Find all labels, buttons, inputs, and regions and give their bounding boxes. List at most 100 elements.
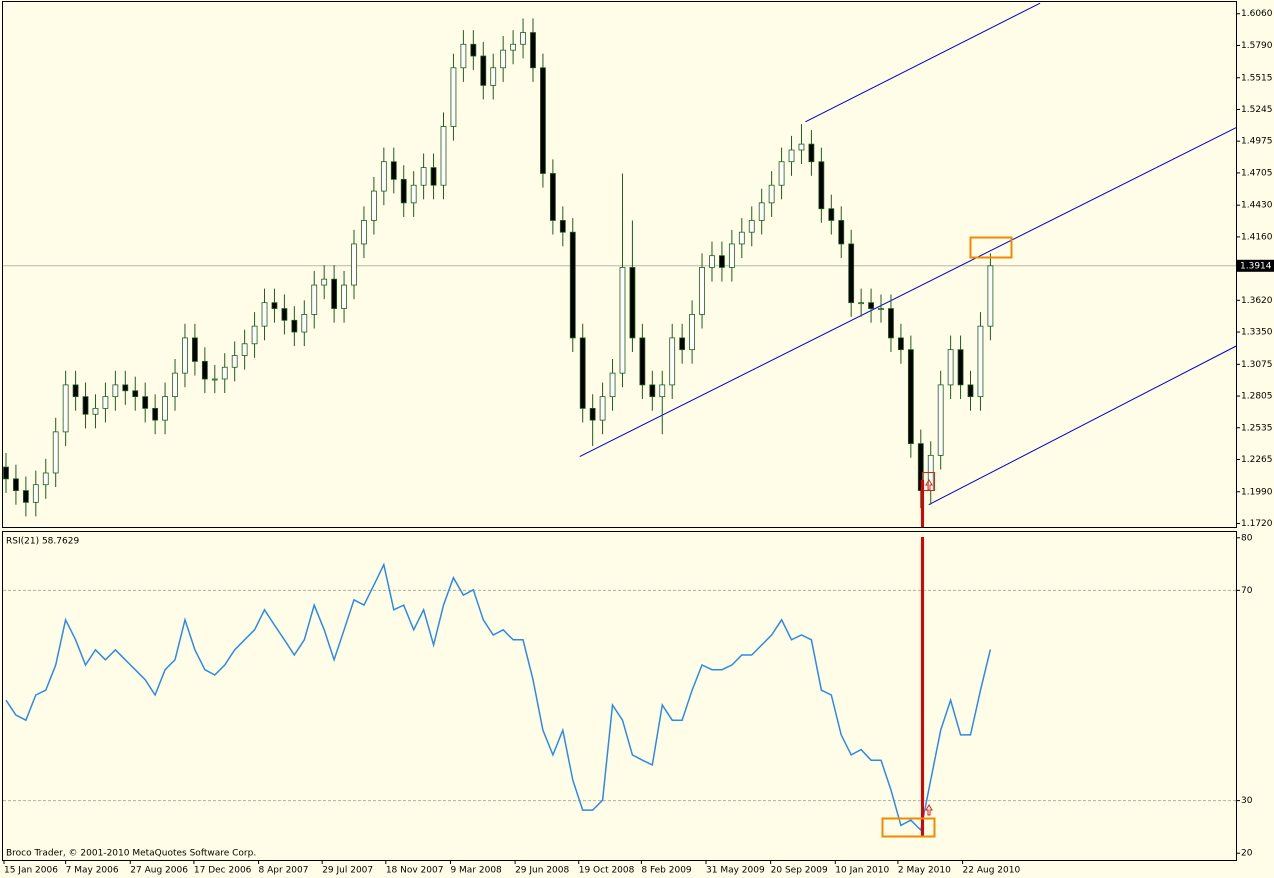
candle-body — [549, 173, 556, 221]
candle-body — [13, 478, 19, 491]
y-tick-label: 1.1720 — [1241, 519, 1273, 529]
y-tick-label: 1.6060 — [1241, 9, 1273, 19]
candle-body — [530, 32, 536, 69]
candle-body — [828, 208, 835, 221]
y-tick-label: 1.2805 — [1241, 392, 1273, 402]
candle-body — [898, 337, 904, 351]
candle-body — [728, 243, 735, 268]
rsi-line — [5, 562, 992, 832]
x-tick-label: 18 Nov 2007 — [386, 866, 444, 876]
candle-body — [142, 396, 149, 409]
candle-body — [748, 220, 755, 233]
y-tick-label: 1.3075 — [1241, 360, 1273, 370]
candle-body — [808, 143, 815, 163]
rsi-title: RSI(21) 58.7629 — [6, 537, 79, 547]
y-tick-label: 1.4160 — [1241, 232, 1273, 242]
candle-body — [768, 184, 775, 204]
candle-body — [201, 360, 208, 380]
candle-body — [888, 308, 894, 339]
candle-body — [917, 443, 924, 491]
candle-body — [341, 284, 347, 309]
candle-body — [967, 384, 974, 398]
candle-body — [72, 384, 79, 398]
annotations — [881, 236, 1013, 838]
x-tick-label: 22 Aug 2010 — [963, 866, 1021, 876]
y-tick-label: 1.5515 — [1241, 73, 1273, 83]
y-tick-label: 1.5245 — [1241, 105, 1273, 115]
candle-body — [291, 319, 298, 333]
y-tick-label: 70 — [1241, 586, 1253, 596]
y-tick-label: 1.5790 — [1241, 41, 1273, 51]
last-price-label: 1.3914 — [1240, 261, 1272, 271]
y-tick-label: 1.1990 — [1241, 487, 1273, 497]
candle-body — [569, 231, 576, 339]
y-tick-label: 80 — [1241, 533, 1253, 543]
candle-body — [669, 337, 676, 386]
x-tick-label: 9 Mar 2008 — [450, 866, 502, 876]
x-tick-label: 8 Feb 2009 — [641, 866, 692, 876]
x-tick-label: 27 Aug 2006 — [130, 866, 188, 876]
x-tick-label: 31 May 2009 — [706, 866, 765, 876]
candle-body — [679, 337, 686, 351]
candle-body — [649, 384, 656, 398]
candle-body — [490, 67, 497, 86]
candle-body — [818, 161, 825, 210]
candle-body — [221, 366, 228, 380]
trendline — [805, 2, 1041, 123]
candle-body — [540, 67, 546, 174]
candle-body — [92, 407, 99, 415]
highlight-box — [969, 236, 1013, 259]
candle-body — [957, 349, 964, 386]
candle-body — [878, 308, 884, 310]
candle-body — [639, 337, 646, 386]
candle-body — [520, 32, 526, 45]
candle-body — [599, 396, 606, 421]
candle-body — [559, 220, 566, 233]
arrow-icon — [925, 804, 933, 816]
candle-body — [182, 337, 188, 374]
candle-body — [132, 390, 139, 398]
candle-body — [589, 407, 596, 421]
candle-body — [689, 314, 695, 351]
highlight-box — [881, 817, 936, 838]
candle-body — [629, 267, 636, 339]
x-tick-label: 19 Oct 2008 — [579, 866, 635, 876]
candle-body — [152, 407, 159, 421]
candle-body — [102, 396, 109, 409]
y-tick-label: 1.2265 — [1241, 455, 1273, 465]
candle-body — [301, 314, 308, 333]
candle-body — [211, 378, 218, 381]
x-tick-label: 29 Jun 2008 — [515, 866, 569, 876]
candle-body — [719, 255, 725, 268]
candle-body — [52, 431, 59, 474]
y-tick-label: 20 — [1241, 849, 1253, 859]
x-tick-label: 10 Jan 2010 — [835, 866, 889, 876]
y-tick-label: 30 — [1241, 796, 1253, 806]
candle-body — [192, 337, 198, 362]
candle-body — [22, 490, 29, 503]
candle-body — [3, 466, 9, 480]
candle-body — [848, 243, 855, 304]
candle-body — [361, 220, 367, 245]
candle-body — [937, 384, 944, 456]
candle-body — [470, 43, 477, 57]
last-price-tag — [1237, 259, 1274, 272]
candle-body — [400, 178, 407, 204]
candle-body — [172, 372, 178, 398]
candle-body — [450, 67, 457, 127]
candle-body — [579, 337, 586, 409]
candle-body — [251, 325, 258, 345]
trendline — [579, 127, 1237, 457]
footer: Broco Trader, © 2001-2010 MetaQuotes Sof… — [6, 849, 256, 859]
rsi-panel-frame — [2, 531, 1237, 861]
y-tick-label: 1.4430 — [1241, 201, 1273, 211]
candle-body — [62, 384, 69, 433]
x-tick-label: 20 Sep 2009 — [771, 866, 828, 876]
candle-body — [370, 190, 377, 221]
x-tick-label: 7 May 2006 — [66, 866, 119, 876]
candle-body — [331, 278, 338, 309]
candle-body — [321, 278, 328, 286]
candle-body — [410, 184, 417, 204]
